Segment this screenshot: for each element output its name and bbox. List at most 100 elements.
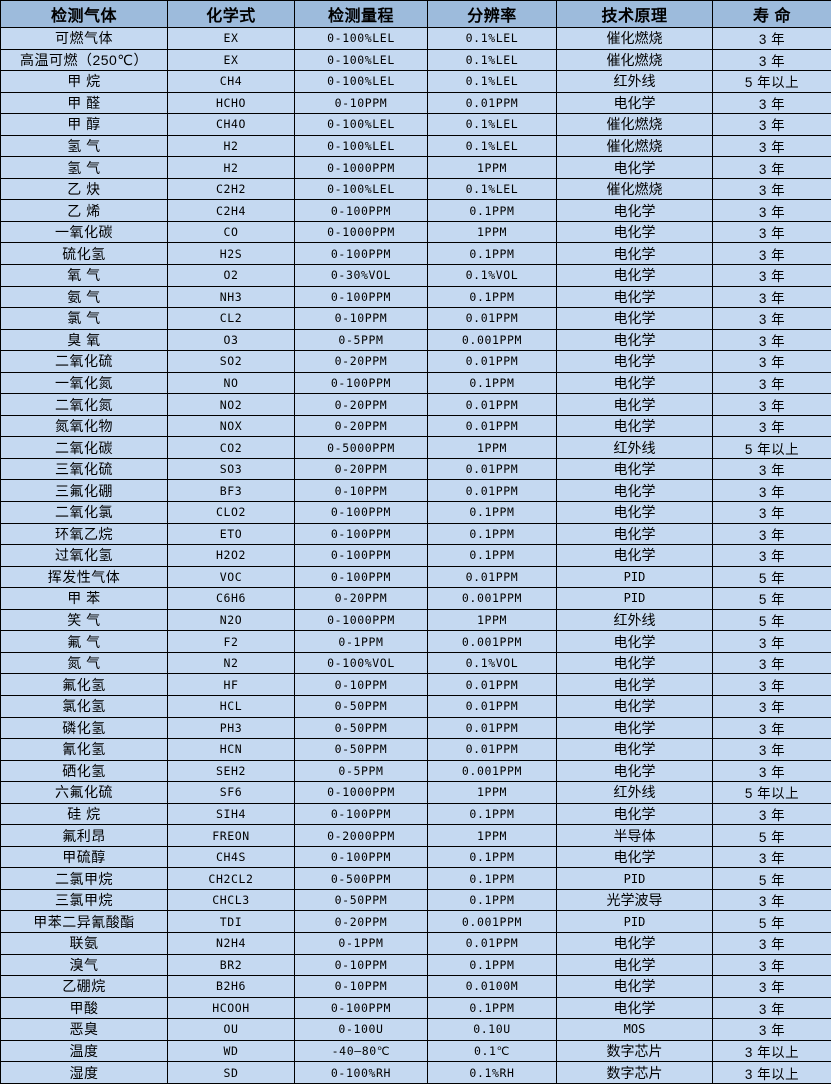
cell-gas: 甲 烷 bbox=[1, 71, 168, 93]
cell-gas: 甲苯二异氰酸酯 bbox=[1, 911, 168, 933]
cell-formula: VOC bbox=[168, 566, 295, 588]
cell-principle: 红外线 bbox=[557, 437, 713, 459]
cell-principle: 电化学 bbox=[557, 652, 713, 674]
cell-gas: 氨 气 bbox=[1, 286, 168, 308]
cell-range: 0-500PPM bbox=[295, 868, 428, 890]
cell-principle: 电化学 bbox=[557, 243, 713, 265]
cell-life: 3 年 bbox=[713, 997, 831, 1019]
cell-life: 3 年以上 bbox=[713, 1062, 831, 1084]
cell-principle: 电化学 bbox=[557, 458, 713, 480]
cell-range: 0-10PPM bbox=[295, 308, 428, 330]
cell-resolution: 0.01PPM bbox=[428, 351, 557, 373]
cell-resolution: 0.1PPM bbox=[428, 545, 557, 567]
cell-range: 0-1PPM bbox=[295, 631, 428, 653]
cell-formula: CO2 bbox=[168, 437, 295, 459]
cell-range: 0-100%LEL bbox=[295, 49, 428, 71]
cell-gas: 恶臭 bbox=[1, 1019, 168, 1041]
cell-life: 3 年 bbox=[713, 739, 831, 761]
cell-principle: 电化学 bbox=[557, 717, 713, 739]
cell-principle: PID bbox=[557, 588, 713, 610]
cell-resolution: 0.001PPM bbox=[428, 631, 557, 653]
cell-range: 0-10PPM bbox=[295, 674, 428, 696]
cell-resolution: 0.01PPM bbox=[428, 415, 557, 437]
cell-formula: OU bbox=[168, 1019, 295, 1041]
cell-gas: 甲 苯 bbox=[1, 588, 168, 610]
cell-principle: 电化学 bbox=[557, 351, 713, 373]
cell-range: 0-1PPM bbox=[295, 932, 428, 954]
cell-principle: 电化学 bbox=[557, 157, 713, 179]
cell-resolution: 0.1PPM bbox=[428, 372, 557, 394]
cell-formula: HCHO bbox=[168, 92, 295, 114]
cell-life: 3 年 bbox=[713, 308, 831, 330]
cell-formula: CLO2 bbox=[168, 502, 295, 524]
cell-life: 3 年 bbox=[713, 480, 831, 502]
cell-gas: 可燃气体 bbox=[1, 28, 168, 50]
cell-formula: HCN bbox=[168, 739, 295, 761]
cell-principle: 电化学 bbox=[557, 480, 713, 502]
cell-formula: ETO bbox=[168, 523, 295, 545]
cell-range: 0-1000PPM bbox=[295, 221, 428, 243]
cell-life: 5 年 bbox=[713, 868, 831, 890]
cell-resolution: 0.01PPM bbox=[428, 308, 557, 330]
cell-life: 3 年 bbox=[713, 846, 831, 868]
cell-resolution: 0.1PPM bbox=[428, 243, 557, 265]
cell-gas: 氟 气 bbox=[1, 631, 168, 653]
cell-principle: 催化燃烧 bbox=[557, 114, 713, 136]
cell-formula: CHCL3 bbox=[168, 889, 295, 911]
cell-gas: 氢 气 bbox=[1, 135, 168, 157]
cell-gas: 湿度 bbox=[1, 1062, 168, 1084]
cell-gas: 乙 炔 bbox=[1, 178, 168, 200]
cell-gas: 氟化氢 bbox=[1, 674, 168, 696]
cell-principle: 红外线 bbox=[557, 71, 713, 93]
cell-range: 0-20PPM bbox=[295, 911, 428, 933]
cell-life: 3 年 bbox=[713, 286, 831, 308]
cell-formula: H2S bbox=[168, 243, 295, 265]
cell-principle: 电化学 bbox=[557, 997, 713, 1019]
cell-resolution: 0.01PPM bbox=[428, 92, 557, 114]
cell-gas: 三氟化硼 bbox=[1, 480, 168, 502]
cell-life: 3 年以上 bbox=[713, 1040, 831, 1062]
cell-gas: 环氧乙烷 bbox=[1, 523, 168, 545]
cell-principle: PID bbox=[557, 868, 713, 890]
cell-formula: HF bbox=[168, 674, 295, 696]
cell-gas: 氢 气 bbox=[1, 157, 168, 179]
cell-range: 0-20PPM bbox=[295, 394, 428, 416]
cell-range: 0-100PPM bbox=[295, 803, 428, 825]
cell-formula: C6H6 bbox=[168, 588, 295, 610]
cell-range: 0-100%VOL bbox=[295, 652, 428, 674]
cell-life: 3 年 bbox=[713, 92, 831, 114]
cell-formula: H2 bbox=[168, 135, 295, 157]
cell-gas: 过氧化氢 bbox=[1, 545, 168, 567]
cell-principle: 电化学 bbox=[557, 221, 713, 243]
cell-formula: BR2 bbox=[168, 954, 295, 976]
cell-range: 0-5000PPM bbox=[295, 437, 428, 459]
cell-resolution: 0.1%VOL bbox=[428, 265, 557, 287]
cell-resolution: 0.01PPM bbox=[428, 566, 557, 588]
cell-principle: 电化学 bbox=[557, 976, 713, 998]
cell-life: 3 年 bbox=[713, 243, 831, 265]
cell-life: 3 年 bbox=[713, 932, 831, 954]
cell-life: 3 年 bbox=[713, 372, 831, 394]
cell-resolution: 0.1%LEL bbox=[428, 49, 557, 71]
cell-principle: 催化燃烧 bbox=[557, 135, 713, 157]
cell-gas: 六氟化硫 bbox=[1, 782, 168, 804]
